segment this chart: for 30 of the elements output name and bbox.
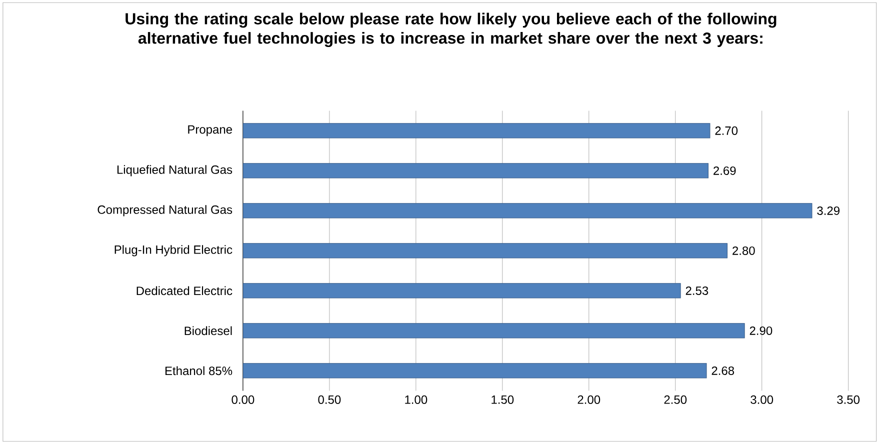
bar [242, 202, 812, 218]
y-tick-label: Propane [188, 125, 232, 136]
x-tick-label: 0.50 [318, 395, 341, 404]
chart-title: Using the rating scale below please rate how likely you believe each of the following alternative fuel technologies is to increase in market share over the next 3 years: [126, 12, 776, 47]
bar [242, 162, 708, 178]
x-tick-label: 1.00 [405, 395, 428, 404]
data-label: 2.90 [750, 326, 772, 335]
x-tick-label: 2.00 [578, 395, 600, 404]
data-label: 2.80 [732, 246, 755, 255]
x-tick-label: 3.50 [837, 395, 860, 404]
bar [242, 122, 710, 138]
x-tick-label: 0.00 [232, 395, 254, 404]
y-tick-label: Liquefied Natural Gas [117, 164, 232, 176]
data-label: 2.68 [712, 366, 734, 375]
y-tick-label: Dedicated Electric [136, 286, 232, 295]
bar [242, 362, 707, 378]
data-label: 2.69 [714, 166, 736, 175]
x-tick-label: 2.50 [664, 395, 687, 404]
bar [242, 242, 728, 258]
bar [242, 282, 681, 298]
data-label: 2.53 [686, 286, 708, 295]
y-tick-label: Ethanol 85% [165, 366, 232, 375]
data-label: 2.70 [715, 126, 738, 135]
y-tick-label: Plug-In Hybrid Electric [114, 244, 232, 256]
x-tick-label: 3.00 [750, 395, 774, 404]
y-tick-label: Compressed Natural Gas [98, 204, 232, 216]
y-tick-label: Biodiesel [184, 326, 232, 335]
bar [242, 322, 745, 338]
data-label: 3.29 [817, 206, 840, 215]
x-tick-label: 1.50 [492, 395, 514, 404]
